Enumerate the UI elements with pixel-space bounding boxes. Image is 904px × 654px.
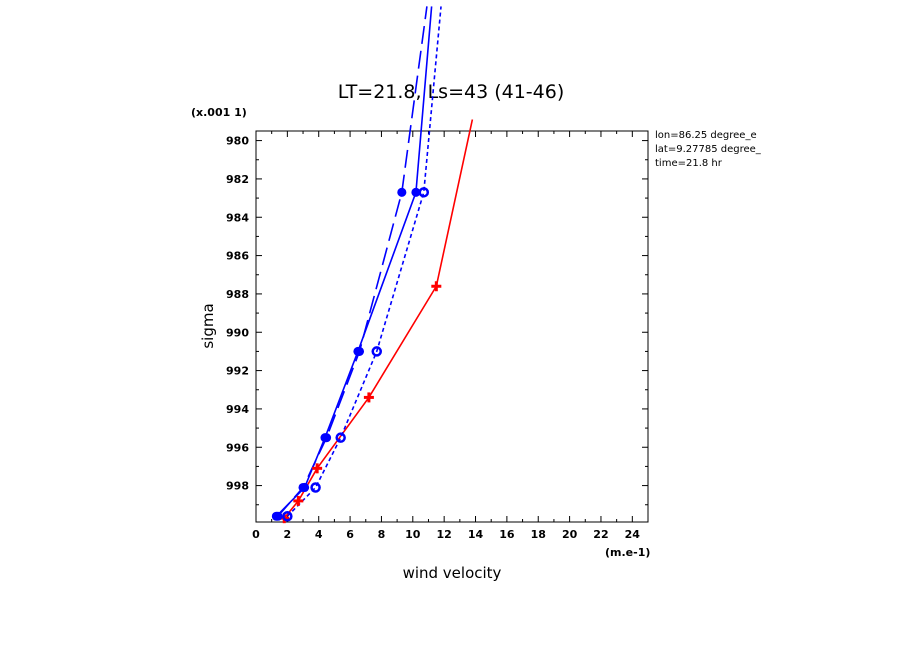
y-tick-label: 990 bbox=[226, 326, 249, 339]
x-tick-label: 22 bbox=[593, 528, 608, 541]
x-tick-label: 12 bbox=[437, 528, 452, 541]
data-point-marker bbox=[397, 187, 407, 197]
data-point-marker bbox=[363, 392, 374, 403]
axis-ticks: 0 2 4 6 8 10 12 14 16 18 20 22 249809829849869889909… bbox=[226, 131, 648, 541]
x-scale-note: (m.e-1) bbox=[605, 546, 650, 559]
x-tick-label: 0 bbox=[252, 528, 260, 541]
x-tick-label: 2 bbox=[284, 528, 292, 541]
series-line-1 bbox=[283, 119, 474, 519]
series-line-3 bbox=[277, 6, 428, 517]
annotation-lat: lat=9.27785 degree_ bbox=[655, 144, 762, 155]
data-point-marker bbox=[312, 463, 323, 474]
y-tick-label: 984 bbox=[226, 211, 249, 224]
x-tick-label: 24 bbox=[625, 528, 641, 541]
data-point-marker bbox=[371, 346, 382, 357]
x-tick-label: 14 bbox=[468, 528, 484, 541]
data-point-marker bbox=[354, 346, 365, 356]
y-tick-label: 980 bbox=[226, 135, 249, 148]
y-scale-note: (x.001 1) bbox=[191, 106, 247, 119]
data-point-marker bbox=[282, 511, 293, 522]
series-line-4 bbox=[286, 6, 442, 517]
y-tick-label: 992 bbox=[226, 365, 249, 378]
data-point-marker bbox=[310, 482, 321, 493]
data-point-marker bbox=[418, 187, 430, 198]
annotation-lon: lon=86.25 degree_e bbox=[655, 130, 757, 141]
x-tick-label: 4 bbox=[315, 528, 323, 541]
y-axis-title: sigma bbox=[199, 303, 217, 348]
data-point-marker bbox=[335, 432, 346, 443]
data-point-marker bbox=[322, 433, 332, 443]
marker-layer bbox=[271, 187, 442, 524]
series-layer bbox=[275, 6, 474, 519]
data-point-marker bbox=[273, 511, 283, 521]
annotation-time: time=21.8 hr bbox=[655, 158, 723, 169]
y-tick-label: 986 bbox=[226, 250, 249, 263]
data-point-marker bbox=[431, 281, 442, 292]
plot-frame bbox=[255, 130, 649, 523]
data-point-marker bbox=[298, 482, 308, 493]
x-tick-label: 18 bbox=[531, 528, 546, 541]
x-tick-label: 10 bbox=[405, 528, 421, 541]
y-tick-label: 988 bbox=[226, 288, 249, 301]
data-point-marker bbox=[293, 495, 304, 506]
y-tick-label: 998 bbox=[226, 480, 249, 493]
y-tick-label: 982 bbox=[226, 173, 249, 186]
x-axis-title: wind velocity bbox=[403, 564, 502, 582]
x-tick-label: 16 bbox=[499, 528, 515, 541]
x-tick-label: 8 bbox=[378, 528, 386, 541]
y-tick-label: 996 bbox=[226, 441, 249, 454]
chart-title: LT=21.8, Ls=43 (41-46) bbox=[338, 81, 565, 103]
x-tick-label: 6 bbox=[346, 528, 354, 541]
x-tick-label: 20 bbox=[562, 528, 578, 541]
y-tick-label: 994 bbox=[226, 403, 249, 416]
